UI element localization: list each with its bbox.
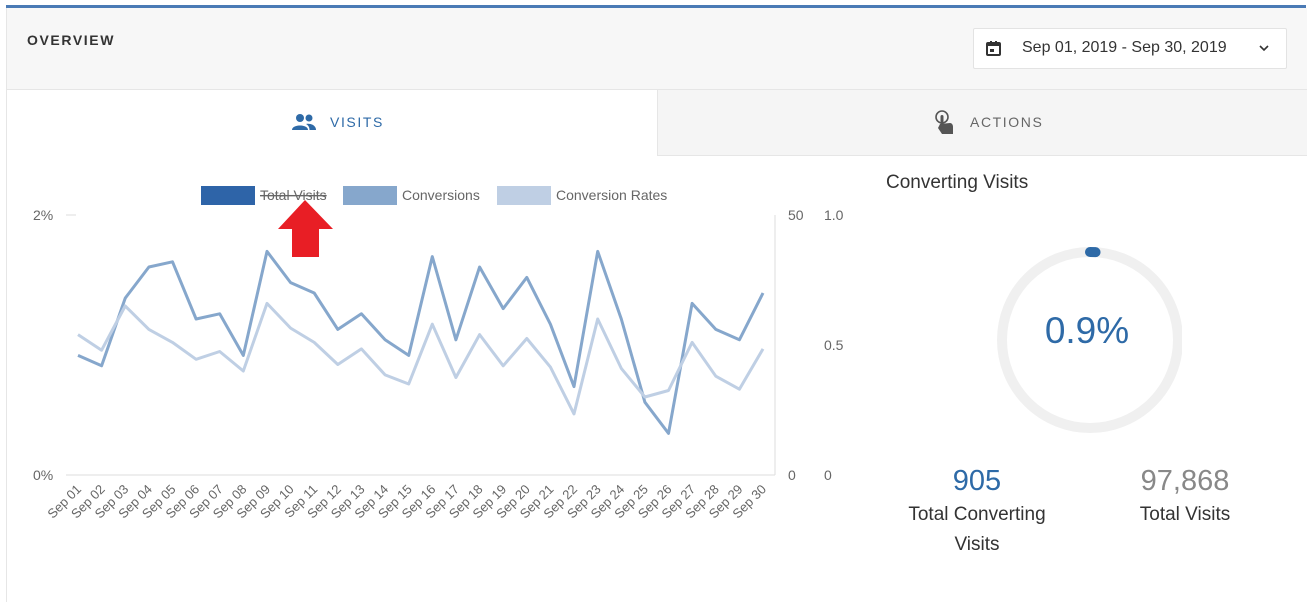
page-title: OVERVIEW [27, 32, 116, 48]
users-icon [292, 114, 316, 130]
chevron-down-icon [1259, 45, 1269, 52]
legend-conversion-rates-swatch[interactable] [497, 186, 551, 205]
right-axis-tick-label: 1.0 [824, 207, 844, 223]
panel-top-border [6, 5, 1306, 8]
legend-conversions[interactable]: Conversions [402, 187, 480, 203]
middle-axis-tick-label: 0 [788, 467, 796, 483]
left-axis-tick-label: 2% [33, 207, 53, 223]
panel-header: OVERVIEW Sep 01, 2019 - Sep 30, 2019 [7, 8, 1307, 90]
conversions-line [77, 249, 765, 435]
date-range-text: Sep 01, 2019 - Sep 30, 2019 [1022, 39, 1227, 56]
legend-total-visits[interactable]: Total Visits [260, 187, 327, 203]
date-range-picker[interactable]: Sep 01, 2019 - Sep 30, 2019 [973, 28, 1287, 69]
tab-visits[interactable]: VISITS [7, 90, 657, 156]
middle-axis-tick-label: 50 [788, 207, 804, 223]
conversion-rates-line [77, 301, 765, 416]
total-converting-label: Total Converting Visits [908, 504, 1046, 555]
converting-visits-donut [997, 247, 1182, 433]
legend-conversion-rates[interactable]: Conversion Rates [556, 187, 667, 203]
tab-bar: VISITS ACTIONS [7, 90, 1307, 156]
converting-visits-title: Converting Visits [886, 172, 1029, 193]
annotation-arrow-icon [278, 200, 333, 257]
total-visits-label: Total Visits [1139, 504, 1231, 525]
tab-visits-label: VISITS [330, 114, 384, 130]
calendar-icon [986, 41, 1001, 56]
tab-actions[interactable]: ACTIONS [657, 90, 1307, 156]
legend-conversions-swatch[interactable] [343, 186, 397, 205]
right-axis-tick-label: 0 [824, 467, 832, 483]
conversion-percent: 0.9% [1044, 310, 1130, 351]
right-axis-tick-label: 0.5 [824, 337, 844, 353]
total-visits-value: 97,868 [1140, 465, 1230, 497]
overview-panel: OVERVIEW Sep 01, 2019 - Sep 30, 2019 [6, 8, 1307, 602]
total-visits-stat: 97,868 Total Visits [1110, 464, 1260, 530]
legend-total-visits-swatch[interactable] [201, 186, 255, 205]
touch-icon [935, 110, 953, 134]
total-converting-stat: 905 Total Converting Visits [892, 464, 1062, 560]
total-converting-value: 905 [952, 465, 1002, 497]
tab-actions-label: ACTIONS [970, 114, 1044, 130]
left-axis-tick-label: 0% [33, 467, 53, 483]
